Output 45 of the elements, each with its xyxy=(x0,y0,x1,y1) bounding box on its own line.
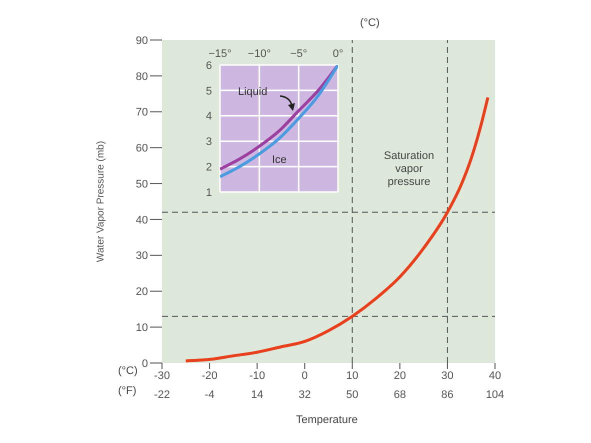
y-tick-label: 2 xyxy=(206,162,212,174)
x-tick-label: -30 xyxy=(154,370,170,382)
line-series xyxy=(184,96,490,362)
x2-tick-label: 86 xyxy=(441,389,454,401)
y-tick-label: 0 xyxy=(142,358,148,370)
x-tick-label: 0° xyxy=(332,48,344,60)
x2-tick-label: -22 xyxy=(154,389,170,401)
y-tick-label: 40 xyxy=(136,214,148,226)
y-tick-label: 6 xyxy=(206,60,212,72)
text: (°C) xyxy=(360,17,380,29)
text: Saturation vapor pressure xyxy=(375,150,443,189)
x-tick-label: −10° xyxy=(248,48,271,60)
x-tick-label: 40 xyxy=(488,370,502,382)
x-tick-label: 20 xyxy=(394,370,406,382)
y-tick-label: 1 xyxy=(206,186,212,199)
y-tick-label: 10 xyxy=(136,322,148,334)
y-tick-label: 4 xyxy=(206,110,212,123)
y-axis-title: Water Vapor Pressure (mb) xyxy=(96,140,107,262)
x-tick-label: -10 xyxy=(249,370,266,382)
y-tick-label: 20 xyxy=(136,286,148,298)
y-tick-label: 60 xyxy=(136,142,148,155)
series-label: Ice xyxy=(272,154,287,166)
x-tick-label: 30 xyxy=(441,370,454,382)
x2-tick-label: 14 xyxy=(251,389,264,401)
y-tick-label: 80 xyxy=(136,70,148,83)
x-tick-label: -20 xyxy=(202,370,218,382)
text: Liquid xyxy=(238,86,268,98)
x2-tick-label: 68 xyxy=(394,389,406,401)
y-tick-label: 30 xyxy=(136,250,148,262)
x-tick-label: −5° xyxy=(290,48,308,60)
text: (°C) xyxy=(118,365,138,377)
x-tick-label: 10 xyxy=(346,370,358,382)
x-axis-title: Temperature xyxy=(296,414,358,426)
x2-tick-label: -4 xyxy=(204,389,214,401)
y-tick-label: 70 xyxy=(136,106,148,119)
x2-tick-label: 50 xyxy=(346,389,358,401)
y-tick-label: 50 xyxy=(136,178,148,190)
y-tick-label: 90 xyxy=(136,34,148,47)
y-tick-label: 3 xyxy=(206,136,212,148)
x-tick-label: 0 xyxy=(302,370,308,382)
x2-tick-label: 104 xyxy=(486,389,504,401)
x-tick-label: −15° xyxy=(208,48,232,60)
text: (°F) xyxy=(118,385,136,397)
x2-tick-label: 32 xyxy=(298,389,311,401)
y-tick-label: 5 xyxy=(206,85,212,98)
